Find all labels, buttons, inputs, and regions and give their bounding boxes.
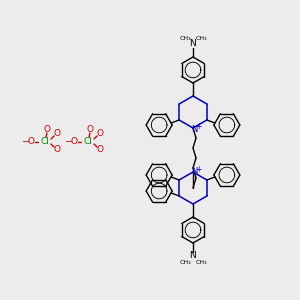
Text: O: O: [86, 125, 94, 134]
Text: −: −: [65, 137, 73, 147]
Text: +: +: [195, 122, 201, 131]
Text: N: N: [191, 167, 197, 176]
Text: N: N: [190, 251, 196, 260]
Text: Cl: Cl: [40, 137, 50, 146]
Text: CH₃: CH₃: [195, 35, 207, 40]
Text: O: O: [97, 130, 104, 139]
Text: O: O: [53, 130, 61, 139]
Text: O: O: [28, 137, 34, 146]
Text: +: +: [195, 164, 201, 173]
Text: O: O: [70, 137, 77, 146]
Text: O: O: [44, 125, 50, 134]
Text: −: −: [22, 137, 30, 147]
Text: N: N: [190, 40, 196, 49]
Text: N: N: [191, 124, 197, 134]
Text: CH₃: CH₃: [179, 260, 191, 265]
Text: O: O: [97, 146, 104, 154]
Text: CH₃: CH₃: [195, 260, 207, 265]
Text: O: O: [53, 146, 61, 154]
Text: Cl: Cl: [84, 137, 92, 146]
Text: CH₃: CH₃: [179, 35, 191, 40]
